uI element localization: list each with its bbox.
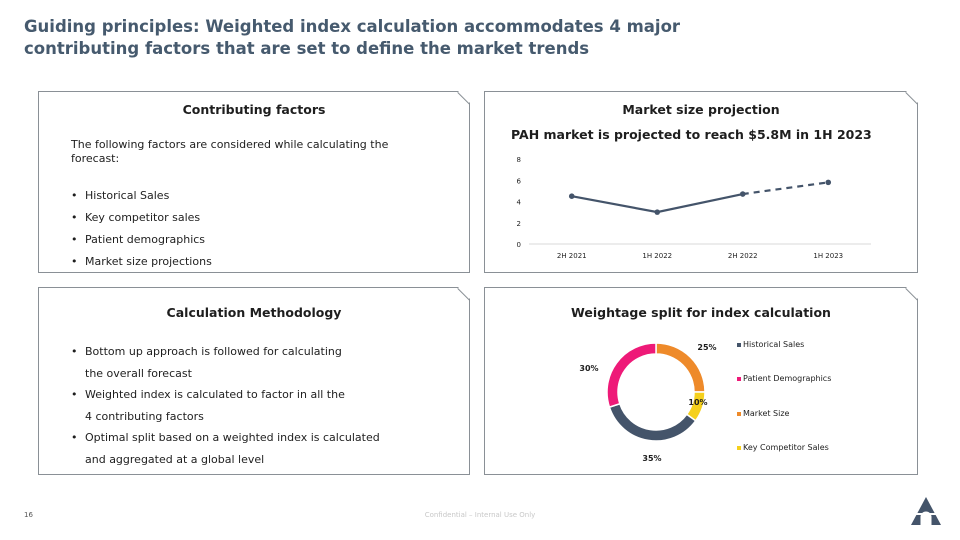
legend-swatch [737,412,741,416]
factor-item: Key competitor sales [71,207,212,229]
calculation-methodology-panel: Calculation Methodology Bottom up approa… [38,287,470,475]
legend-swatch [737,377,741,381]
legend-label: Historical Sales [743,340,804,349]
page-number: 16 [24,511,33,519]
methodology-item-line2: 4 contributing factors [85,409,204,423]
factor-item: Historical Sales [71,185,212,207]
methodology-item-line2: and aggregated at a global level [85,452,265,466]
x-tick-label: 2H 2021 [557,252,587,260]
legend-swatch [737,343,741,347]
y-tick-label: 2 [517,220,521,228]
slice-value-label: 30% [579,364,598,373]
x-tick-label: 1H 2023 [813,252,843,260]
methodology-item-line1: Weighted index is calculated to factor i… [85,388,345,401]
market-size-title: Market size projection [622,102,780,117]
contributing-factors-title: Contributing factors [182,102,326,117]
y-tick-label: 6 [517,177,522,185]
methodology-item: Optimal split based on a weighted index … [71,427,380,470]
market-size-subtitle: PAH market is projected to reach $5.8M i… [511,127,872,142]
slice-value-label: 35% [642,454,661,463]
series-line-projected [743,182,829,194]
donut-slice [609,404,695,441]
market-size-panel: Market size projection PAH market is pro… [484,91,918,273]
calculation-methodology-title: Calculation Methodology [166,305,342,320]
confidential-label: Confidential – Internal Use Only [424,511,536,519]
donut-slice [607,343,656,407]
market-size-line-chart: 0 2 4 6 8 2H 2021 1H 2022 2H 2022 1H 2023 [485,92,917,272]
slice-value-label: 10% [688,398,707,407]
methodology-item-line1: Bottom up approach is followed for calcu… [85,345,342,358]
y-tick-label: 8 [517,156,521,164]
y-tick-label: 4 [517,199,522,207]
methodology-item: Weighted index is calculated to factor i… [71,384,380,427]
legend-label: Patient Demographics [743,374,831,383]
company-logo-icon [911,497,941,526]
weightage-donut-chart: 25% 10% 35% 30% Historical Sales Patient Demo… [485,288,917,474]
legend-label: Key Competitor Sales [743,443,829,452]
weightage-split-panel: Weightage split for index calculation 25… [484,287,918,475]
page-title: Guiding principles: Weighted index calcu… [24,17,681,58]
weightage-split-title: Weightage split for index calculation [571,305,831,320]
data-point [569,193,575,199]
data-point [740,191,746,197]
y-tick-label: 0 [517,241,521,249]
factor-item: Patient demographics [71,229,212,251]
factor-item: Market size projections [71,251,212,273]
methodology-item: Bottom up approach is followed for calcu… [71,341,380,384]
contributing-factors-list: Historical Sales Key competitor sales Pa… [71,185,212,273]
methodology-list: Bottom up approach is followed for calcu… [71,341,380,470]
data-point [654,209,660,215]
contributing-factors-intro: The following factors are considered whi… [71,138,389,165]
x-tick-label: 2H 2022 [728,252,758,260]
slice-value-label: 25% [697,343,716,352]
contributing-factors-panel: Contributing factors The following facto… [38,91,470,273]
methodology-item-line2: the overall forecast [85,366,192,380]
data-point [825,180,831,186]
legend-swatch [737,446,741,450]
methodology-item-line1: Optimal split based on a weighted index … [85,431,380,444]
x-tick-label: 1H 2022 [642,252,672,260]
legend-label: Market Size [743,409,790,418]
